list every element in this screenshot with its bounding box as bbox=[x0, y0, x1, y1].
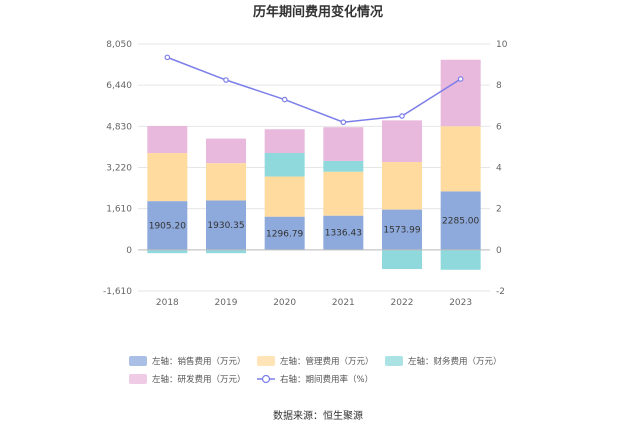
bar-series2-2020 bbox=[264, 176, 305, 217]
legend-label: 右轴：期间费用率（%） bbox=[280, 374, 373, 385]
bar-data-label: 1336.43 bbox=[325, 229, 362, 239]
x-axis-tick-label: 2019 bbox=[215, 298, 238, 308]
rate-line-group bbox=[164, 54, 464, 126]
bar-data-label: 1905.20 bbox=[149, 221, 186, 231]
legend: 左轴：销售费用（万元） 左轴：管理费用（万元） 左轴：财务费用（万元） 左轴：研发费用… bbox=[129, 356, 502, 385]
bar-series1-2019 bbox=[206, 200, 246, 250]
left-axis-tick-label: 4,830 bbox=[106, 122, 132, 132]
bar-series4-2020 bbox=[264, 129, 305, 154]
right-axis-tick-label: 4 bbox=[496, 164, 502, 174]
bar-series1-2022 bbox=[382, 209, 422, 250]
bar-series2-2023 bbox=[440, 126, 481, 192]
data-labels-group: 1905.20 1930.35 1296.79 1336.43 1573.99 2285.… bbox=[149, 217, 480, 240]
rate-point bbox=[457, 76, 464, 82]
legend-label: 左轴：管理费用（万元） bbox=[280, 356, 374, 367]
legend-label: 左轴：财务费用（万元） bbox=[408, 356, 502, 367]
left-axis-tick-label: 8,050 bbox=[106, 40, 132, 50]
bar-series3-2020 bbox=[264, 153, 305, 177]
legend-swatch bbox=[129, 356, 147, 366]
x-axis-tick-label: 2022 bbox=[391, 298, 414, 308]
bar-series4-2018 bbox=[147, 125, 188, 154]
rate-point bbox=[399, 113, 405, 119]
rate-line bbox=[167, 56, 462, 123]
bar-series3-2018 bbox=[147, 249, 188, 254]
bar-series2-2019 bbox=[206, 163, 246, 201]
bar-series2-2018 bbox=[147, 153, 188, 202]
rate-point bbox=[223, 77, 229, 83]
bar-data-label: 1573.99 bbox=[383, 226, 420, 236]
bar-series2-2022 bbox=[382, 162, 422, 210]
bar-series1-2021 bbox=[323, 215, 364, 250]
left-axis-tick-label: -1,610 bbox=[103, 287, 132, 297]
right-axis-tick-label: 10 bbox=[496, 40, 508, 50]
legend-swatch bbox=[385, 356, 403, 366]
bar-series3-2019 bbox=[206, 249, 246, 254]
right-axis-tick-label: -2 bbox=[496, 287, 505, 297]
chart-title: 历年期间费用变化情况 bbox=[253, 4, 383, 20]
left-axis-tick-label: 0 bbox=[126, 246, 132, 256]
bar-series3-2022 bbox=[382, 249, 422, 270]
bar-series1-2020 bbox=[264, 216, 305, 250]
bar-series4-2023 bbox=[440, 59, 481, 127]
bar-data-label: 1930.35 bbox=[207, 221, 244, 231]
bar-series4-2022 bbox=[382, 120, 422, 163]
x-axis-tick-label: 2020 bbox=[273, 298, 296, 308]
legend-swatch bbox=[129, 374, 147, 384]
bar-series3-2021 bbox=[323, 160, 364, 172]
rate-point bbox=[340, 119, 347, 126]
data-source-note: 数据来源：恒生聚源 bbox=[273, 409, 363, 422]
x-axis-tick-label: 2023 bbox=[449, 298, 472, 308]
rate-point bbox=[281, 96, 288, 103]
bar-series1-2018 bbox=[147, 201, 188, 250]
bar-data-label: 2285.00 bbox=[442, 217, 479, 227]
axes-group: 8,050 6,440 4,830 3,220 1,610 0 -1,610 10 8 6 4 2 0 -… bbox=[103, 40, 508, 308]
legend-label: 左轴：研发费用（万元） bbox=[152, 374, 246, 385]
rate-point bbox=[164, 54, 171, 61]
x-axis-tick-label: 2018 bbox=[156, 298, 179, 308]
right-axis-tick-label: 0 bbox=[496, 246, 502, 256]
legend-line-marker bbox=[261, 374, 271, 384]
bars-group bbox=[147, 59, 481, 270]
legend-label: 左轴：销售费用（万元） bbox=[152, 356, 246, 367]
right-axis-tick-label: 6 bbox=[496, 122, 502, 132]
bar-series3-2023 bbox=[440, 249, 481, 270]
x-axis-tick-label: 2021 bbox=[332, 298, 355, 308]
left-axis-tick-label: 3,220 bbox=[106, 164, 132, 174]
legend-swatch bbox=[257, 356, 275, 366]
bar-series2-2021 bbox=[323, 171, 364, 216]
bar-series1-2023 bbox=[440, 191, 481, 250]
right-axis-tick-label: 8 bbox=[496, 81, 502, 91]
grid-lines bbox=[138, 43, 490, 292]
bar-data-label: 1296.79 bbox=[266, 229, 303, 239]
right-axis-tick-label: 2 bbox=[496, 205, 502, 215]
bar-series4-2019 bbox=[206, 138, 246, 164]
left-axis-tick-label: 6,440 bbox=[106, 81, 132, 91]
bar-series4-2021 bbox=[323, 127, 364, 161]
left-axis-tick-label: 1,610 bbox=[106, 205, 132, 215]
